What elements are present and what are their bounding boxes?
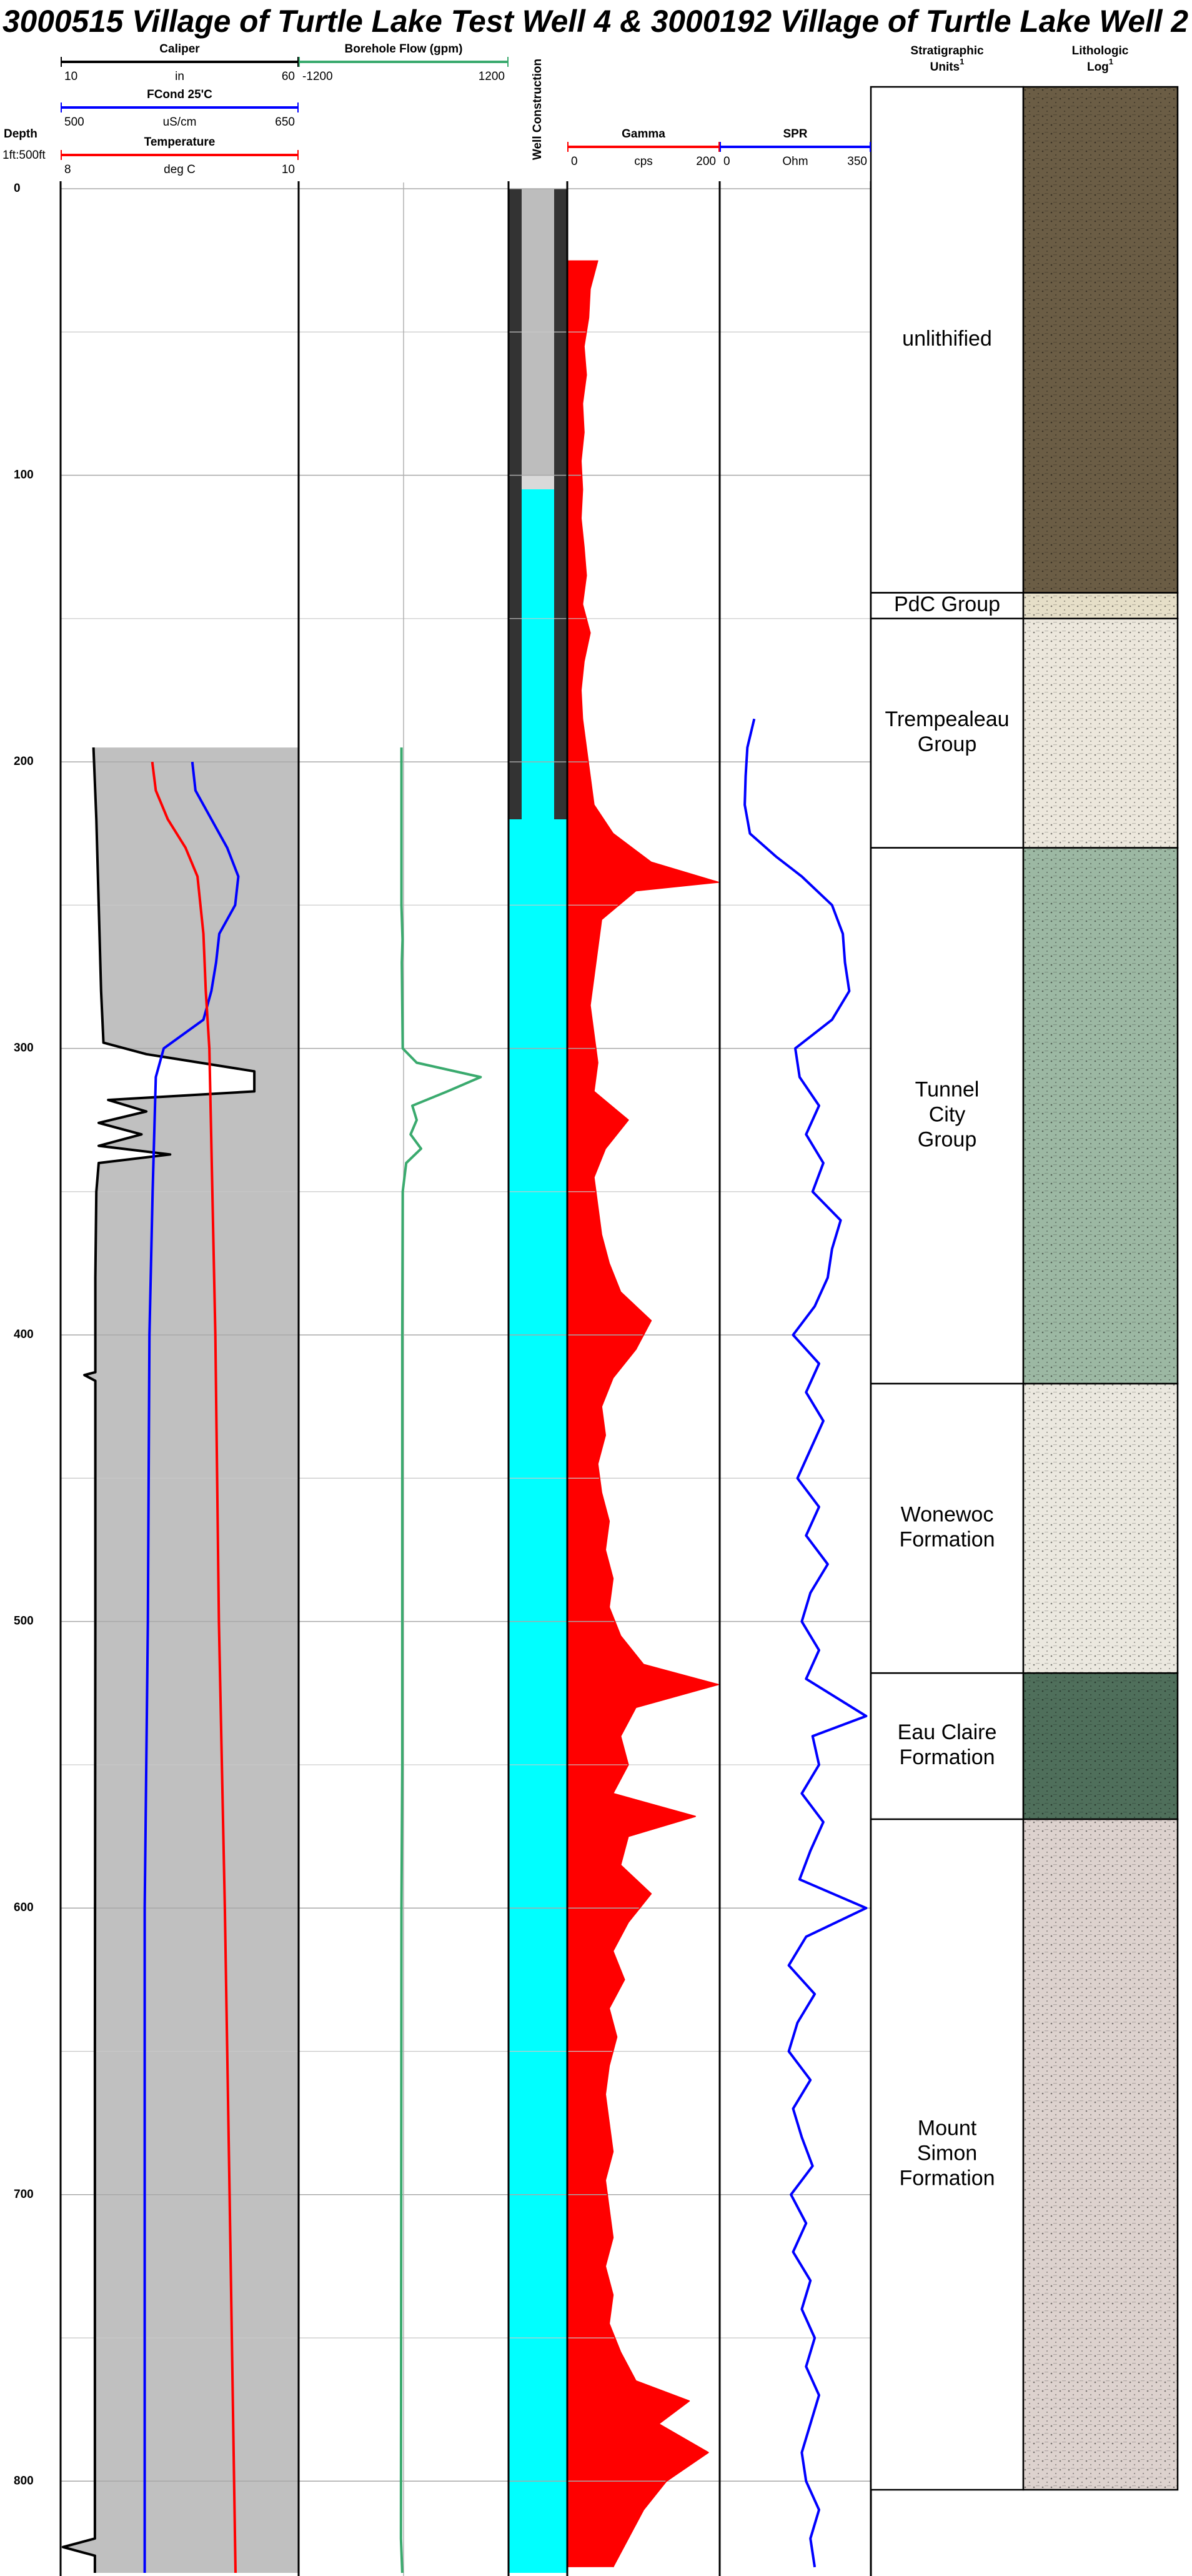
scale-min: -1200 — [302, 70, 333, 83]
strat-unit — [870, 1382, 1025, 1674]
scale-unit: uS/cm — [163, 116, 197, 129]
strat-unit — [870, 847, 1025, 1385]
curve — [151, 761, 237, 2574]
series-label: Temperature — [144, 136, 216, 149]
grid — [61, 182, 871, 2576]
strat-label: Formation — [899, 1528, 995, 1552]
litho-texture — [1023, 1384, 1178, 1674]
strat-header: Units1 — [930, 57, 965, 74]
series-label: FCond 25'C — [147, 88, 212, 101]
depth-tick-label: 200 — [14, 755, 34, 768]
scale-max: 60 — [282, 70, 295, 83]
litho-header-line: Log — [1087, 61, 1109, 74]
scale-max: 1200 — [479, 70, 505, 83]
series-label: Caliper — [159, 42, 200, 56]
curves — [61, 260, 868, 2574]
strat-label: Mount — [918, 2117, 977, 2140]
strat-unit — [870, 1818, 1025, 2491]
scale-max: 10 — [282, 163, 295, 176]
curve — [580, 260, 719, 2568]
litho-header-line: Lithologic — [1072, 44, 1129, 57]
strat-unit — [870, 592, 1025, 620]
litho-header: Lithologic — [1072, 44, 1129, 57]
strat-label: Formation — [899, 2167, 995, 2190]
litho-texture — [1023, 847, 1178, 1384]
litho-texture — [1023, 1819, 1178, 2490]
scale-min: 0 — [723, 155, 730, 168]
strat-label: Wonewoc — [901, 1503, 994, 1527]
scale-min: 10 — [64, 70, 77, 83]
depth-tick-label: 600 — [14, 1901, 34, 1914]
curve — [61, 747, 256, 2573]
scale-min: 500 — [64, 116, 84, 129]
curve — [743, 718, 868, 2568]
series-label: Gamma — [622, 127, 665, 141]
strat-label: Eau Claire — [898, 1720, 997, 1744]
litho-texture — [1023, 592, 1178, 619]
litho-texture — [1023, 618, 1178, 848]
litho-texture — [1023, 1673, 1178, 1820]
depth-scale: 1ft:500ft — [2, 149, 46, 162]
series-label: SPR — [783, 127, 807, 141]
depth-tick-label: 500 — [14, 1615, 34, 1628]
strat-label: Group — [918, 732, 977, 756]
fills — [62, 260, 718, 2573]
water-level — [522, 476, 554, 489]
curve — [399, 747, 482, 2574]
scale-unit: cps — [634, 155, 653, 168]
litho-texture — [1023, 87, 1178, 593]
depth-tick-label: 0 — [14, 182, 21, 195]
strat-label: Formation — [899, 1745, 995, 1769]
strat-header-line: Stratigraphic — [910, 44, 984, 57]
scale-unit: Ohm — [782, 155, 808, 168]
area — [567, 260, 718, 2567]
scale-unit: in — [175, 70, 184, 83]
depth-tick-label: 700 — [14, 2188, 34, 2201]
scale-min: 8 — [64, 163, 71, 176]
depth-tick-label: 800 — [14, 2474, 34, 2487]
depth-tick-label: 400 — [14, 1328, 34, 1341]
strat-unit — [870, 1672, 1025, 1820]
strat-label: unlithified — [902, 327, 992, 351]
footnote-mark: 1 — [1109, 57, 1113, 66]
scale-unit: deg C — [164, 163, 196, 176]
area — [62, 747, 299, 2573]
scale-max: 200 — [696, 155, 716, 168]
title: 3000515 Village of Turtle Lake Test Well… — [2, 4, 1188, 39]
litho-header: Log1 — [1087, 57, 1113, 74]
strat-label: PdC Group — [894, 592, 1000, 616]
series-label: Borehole Flow (gpm) — [345, 42, 463, 56]
strat-label: Group — [918, 1127, 977, 1151]
footnote-mark: 1 — [960, 57, 964, 66]
depth-label: Depth — [4, 127, 37, 141]
strat-unit — [870, 86, 1025, 594]
strat-label: City — [929, 1102, 966, 1126]
scale-min: 0 — [571, 155, 578, 168]
casing — [509, 189, 522, 819]
track-label: Well Construction — [531, 59, 544, 160]
strat-header: Stratigraphic — [910, 44, 984, 57]
scale-max: 650 — [275, 116, 295, 129]
scale-max: 350 — [847, 155, 867, 168]
strat-label: Trempealeau — [885, 707, 1009, 731]
strat-label: Tunnel — [915, 1077, 980, 1101]
strat-label: Simon — [917, 2142, 977, 2165]
depth-tick-label: 100 — [14, 469, 34, 482]
strat-header-line: Units — [930, 61, 960, 74]
depth-tick-label: 300 — [14, 1042, 34, 1055]
casing — [554, 189, 567, 819]
strat-unit — [870, 617, 1025, 849]
well-construction — [509, 189, 567, 2573]
